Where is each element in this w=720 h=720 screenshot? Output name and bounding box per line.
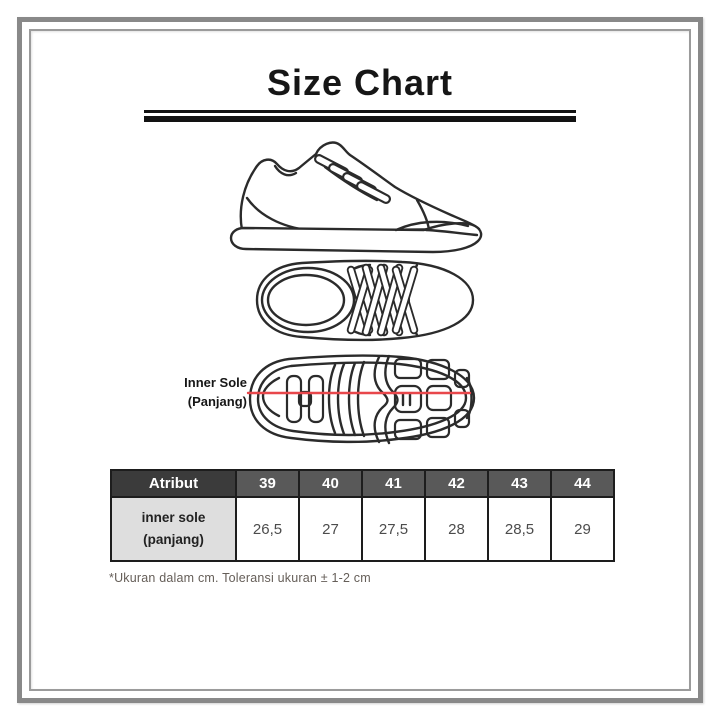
value-cell-42: 28	[424, 496, 489, 562]
sneaker-side-view-illustration	[229, 141, 483, 254]
value-cell-40: 27	[298, 496, 363, 562]
size-table-header-row: Atribut 39 40 41 42 43 44	[110, 469, 615, 498]
inner-sole-label-line1: Inner Sole	[184, 375, 247, 390]
inner-frame	[29, 29, 691, 691]
value-cell-44: 29	[550, 496, 615, 562]
size-table-data-row: inner sole (panjang) 26,5 27 27,5 28 28,…	[110, 496, 615, 562]
row-label-line2: (panjang)	[143, 532, 204, 547]
header-cell-size-41: 41	[361, 469, 426, 498]
outer-frame	[17, 17, 703, 703]
page-title: Size Chart	[266, 62, 454, 103]
top-view-laces	[346, 263, 419, 337]
header-cell-size-39: 39	[235, 469, 300, 498]
size-table: Atribut 39 40 41 42 43 44 inner sole (pa…	[110, 469, 615, 562]
header-cell-size-43: 43	[487, 469, 552, 498]
value-cell-39: 26,5	[235, 496, 300, 562]
side-view-laces	[314, 154, 391, 204]
sneaker-top-view-illustration	[255, 259, 475, 341]
header-cell-atribut: Atribut	[110, 469, 237, 498]
header-cell-size-40: 40	[298, 469, 363, 498]
title-rule-thin	[144, 110, 576, 113]
value-cell-43: 28,5	[487, 496, 552, 562]
header-cell-size-42: 42	[424, 469, 489, 498]
inner-sole-label: Inner Sole (Panjang)	[128, 373, 247, 411]
title-rule-thick	[144, 116, 576, 122]
row-label-line1: inner sole	[141, 510, 206, 525]
value-cell-41: 27,5	[361, 496, 426, 562]
inner-sole-label-line2: (Panjang)	[187, 394, 247, 409]
size-note: *Ukuran dalam cm. Toleransi ukuran ± 1-2…	[109, 571, 371, 585]
row-label-cell: inner sole (panjang)	[110, 496, 237, 562]
header-cell-size-44: 44	[550, 469, 615, 498]
sneaker-sole-view-illustration	[246, 354, 476, 445]
